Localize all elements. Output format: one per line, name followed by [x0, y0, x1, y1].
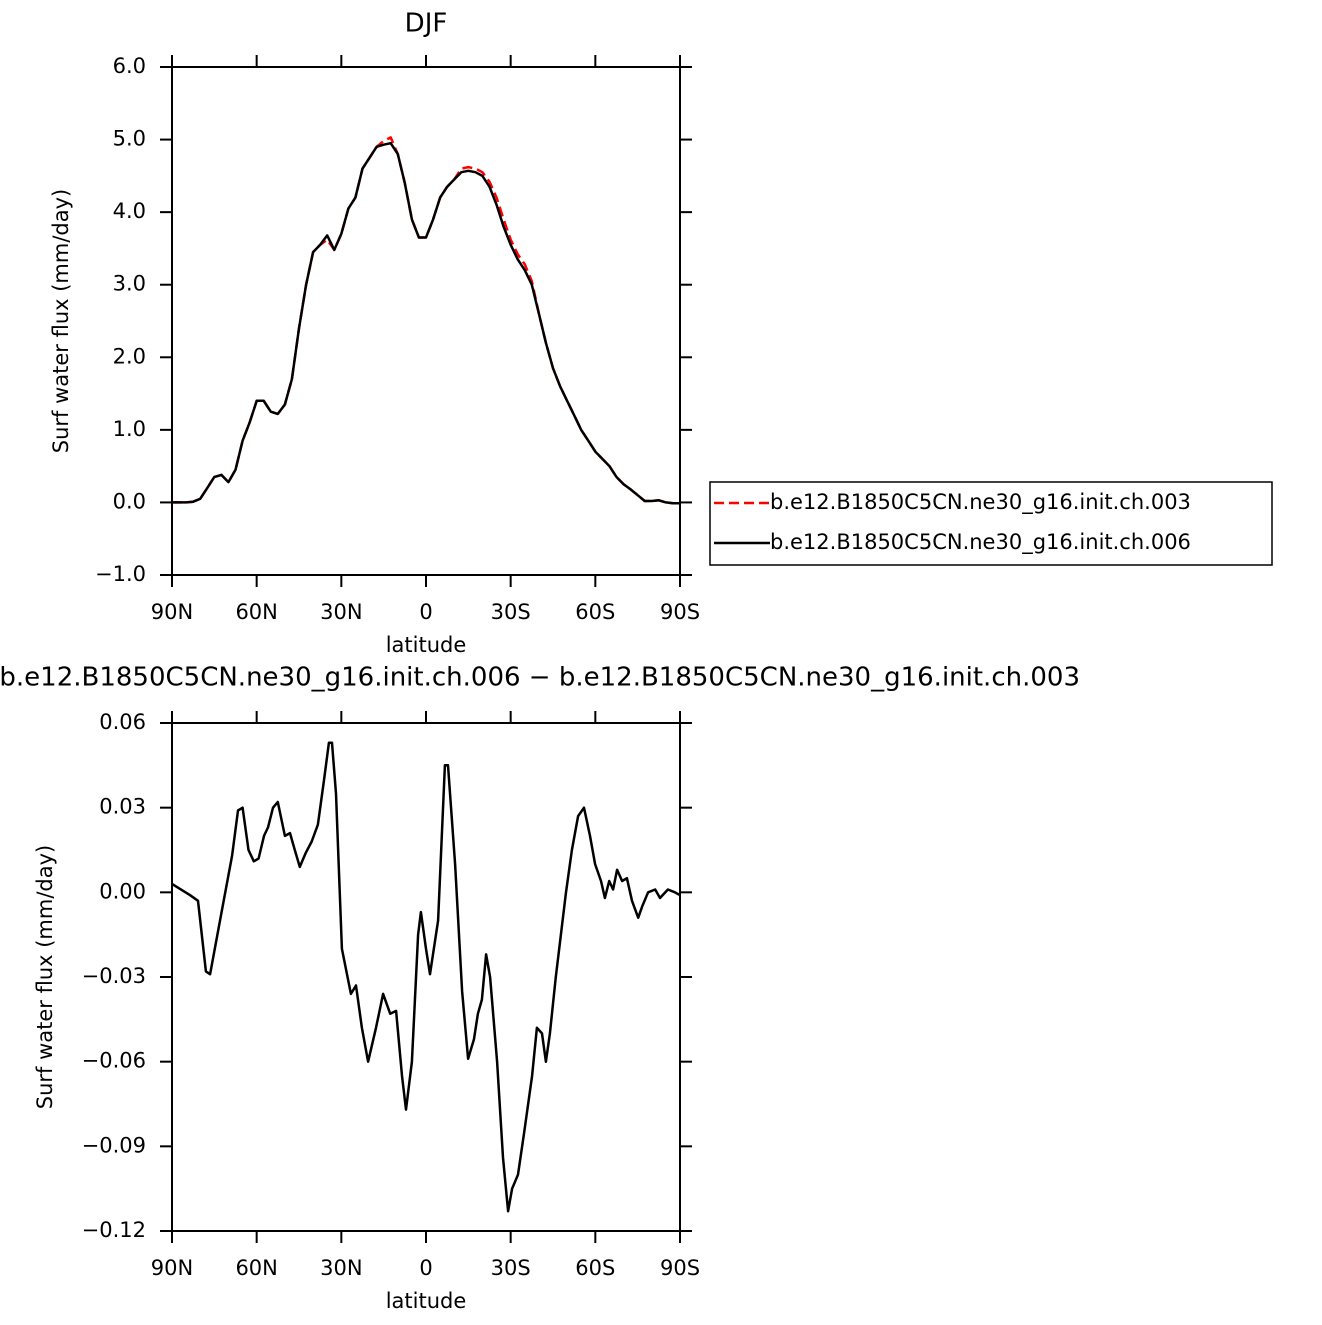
legend-label: b.e12.B1850C5CN.ne30_g16.init.ch.006 [770, 530, 1191, 555]
x-tick-label: 30N [320, 600, 362, 624]
y-tick-label: 2.0 [113, 344, 146, 368]
x-tick-label: 90N [151, 1256, 193, 1280]
x-tick-label: 0 [419, 1256, 432, 1280]
plot-frame [171, 66, 681, 576]
legend-label: b.e12.B1850C5CN.ne30_g16.init.ch.003 [770, 490, 1191, 515]
x-tick-label: 30S [491, 600, 531, 624]
plot-frame [171, 722, 681, 1232]
y-tick-label: −1.0 [95, 562, 146, 586]
series-line [171, 741, 681, 1213]
y-tick-label: 4.0 [113, 199, 146, 223]
y-tick-label: −0.12 [82, 1218, 146, 1242]
series-line [172, 141, 680, 505]
y-tick-label: 6.0 [113, 54, 146, 78]
y-tick-label: −0.03 [82, 964, 146, 988]
x-tick-label: 60S [575, 600, 615, 624]
legend-box [709, 481, 1273, 566]
x-tick-label: 30S [491, 1256, 531, 1280]
x-tick-label: 30N [320, 1256, 362, 1280]
y-tick-label: 0.03 [99, 795, 146, 819]
x-tick-label: 60S [575, 1256, 615, 1280]
y-axis-label: Surf water flux (mm/day) [33, 845, 57, 1110]
y-tick-label: 5.0 [113, 127, 146, 151]
y-tick-label: 3.0 [113, 272, 146, 296]
y-tick-label: 0.06 [99, 710, 146, 734]
series-line [172, 136, 680, 505]
x-tick-label: 90S [660, 1256, 700, 1280]
y-tick-label: −0.06 [82, 1049, 146, 1073]
y-tick-label: 0.00 [99, 879, 146, 903]
x-tick-label: 60N [235, 1256, 277, 1280]
x-tick-label: 90N [151, 600, 193, 624]
x-axis-label: latitude [386, 1289, 467, 1313]
y-tick-label: −0.09 [82, 1133, 146, 1157]
x-axis-label: latitude [386, 633, 467, 657]
y-tick-label: 0.0 [113, 489, 146, 513]
y-axis-label: Surf water flux (mm/day) [49, 189, 73, 454]
chart-title: DJF [405, 9, 448, 39]
x-tick-label: 0 [419, 600, 432, 624]
x-tick-label: 90S [660, 600, 700, 624]
x-tick-label: 60N [235, 600, 277, 624]
y-tick-label: 1.0 [113, 417, 146, 441]
chart-title: b.e12.B1850C5CN.ne30_g16.init.ch.006 − b… [0, 663, 1080, 693]
